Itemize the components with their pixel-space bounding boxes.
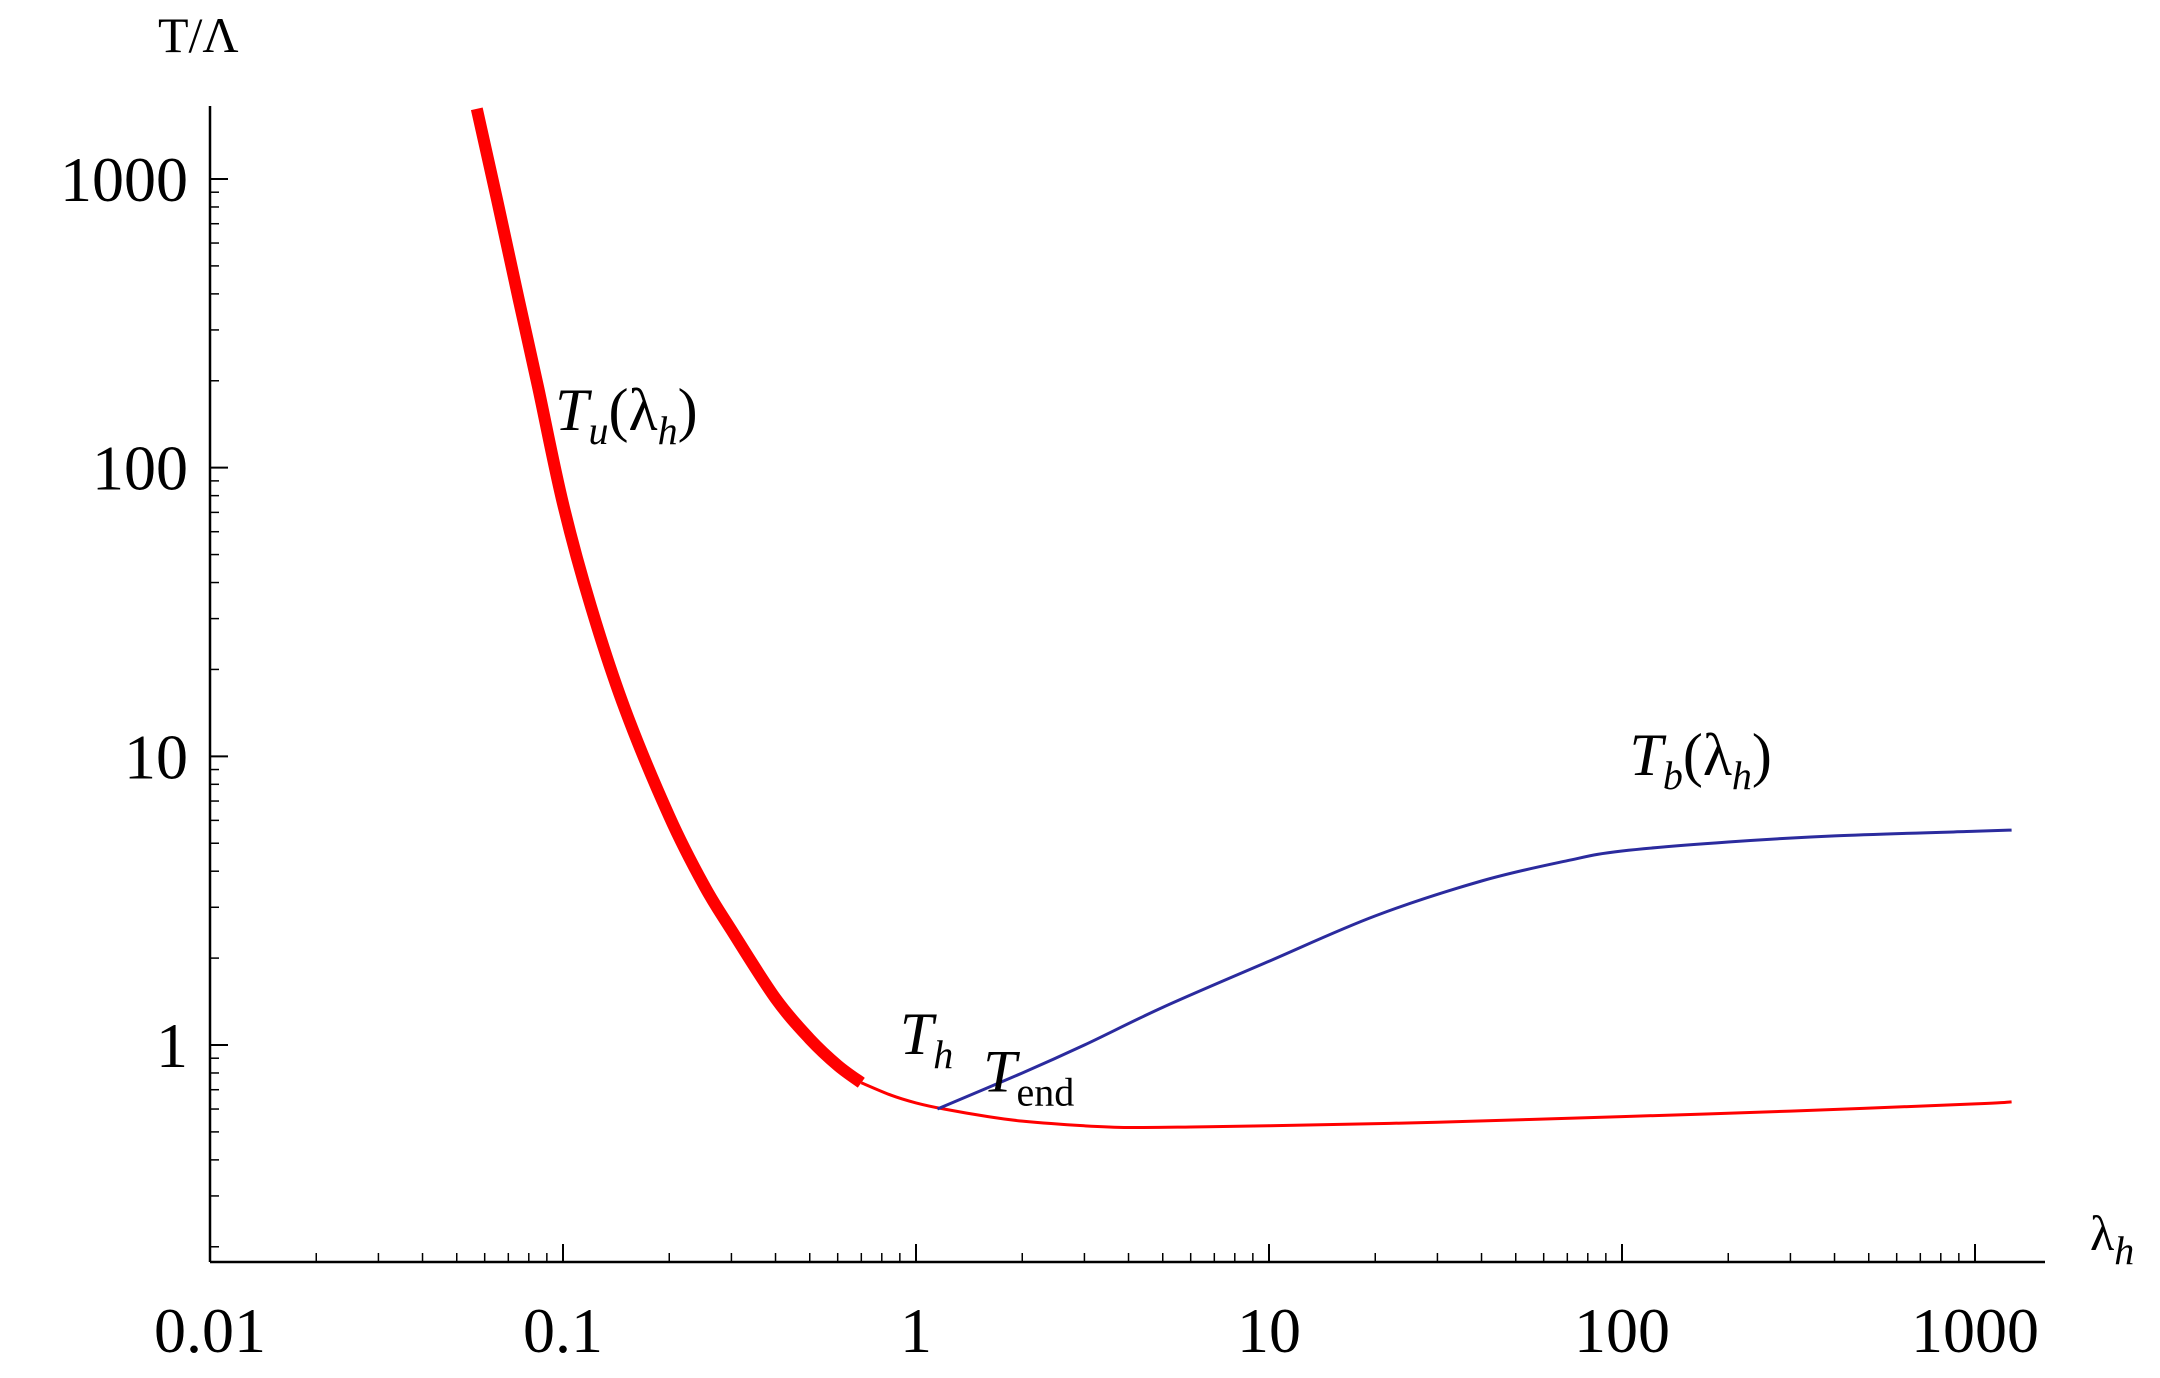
y-axis-title: T/Λ xyxy=(158,7,239,63)
x-tick-label: 10 xyxy=(1237,1295,1301,1366)
annotations: Tu(λh) Tb(λh) Th Tend xyxy=(555,377,1772,1114)
annotation-Th-label: Th xyxy=(900,1001,953,1077)
series-tu-thin-line xyxy=(860,1081,2012,1130)
major-ticks xyxy=(209,178,1976,1262)
series-tu-thick-line xyxy=(470,107,865,1088)
x-axis-title-base: λ xyxy=(2090,1205,2114,1261)
x-axis-title-sub: h xyxy=(2114,1228,2134,1273)
x-tick-label: 1 xyxy=(900,1295,932,1366)
x-axis-title: λh xyxy=(2090,1205,2134,1273)
tick-labels: 0.01 0.1 1 10 100 1000 1 10 100 1000 xyxy=(60,144,2039,1366)
series xyxy=(470,107,2012,1130)
annotation-Tu-label: Tu(λh) xyxy=(555,377,697,453)
x-tick-label: 0.01 xyxy=(154,1295,266,1366)
minor-ticks xyxy=(210,191,1960,1262)
y-tick-label: 10 xyxy=(124,721,188,792)
x-tick-label: 100 xyxy=(1574,1295,1670,1366)
y-tick-label: 100 xyxy=(92,433,188,504)
series-tb-line xyxy=(936,828,2012,1111)
annotation-Tend-label: Tend xyxy=(983,1039,1074,1115)
x-tick-label: 1000 xyxy=(1911,1295,2039,1366)
x-tick-label: 0.1 xyxy=(523,1295,603,1366)
axes xyxy=(208,106,2045,1264)
annotation-Tb-label: Tb(λh) xyxy=(1629,722,1771,798)
y-tick-label: 1 xyxy=(156,1010,188,1081)
y-tick-label: 1000 xyxy=(60,144,188,215)
